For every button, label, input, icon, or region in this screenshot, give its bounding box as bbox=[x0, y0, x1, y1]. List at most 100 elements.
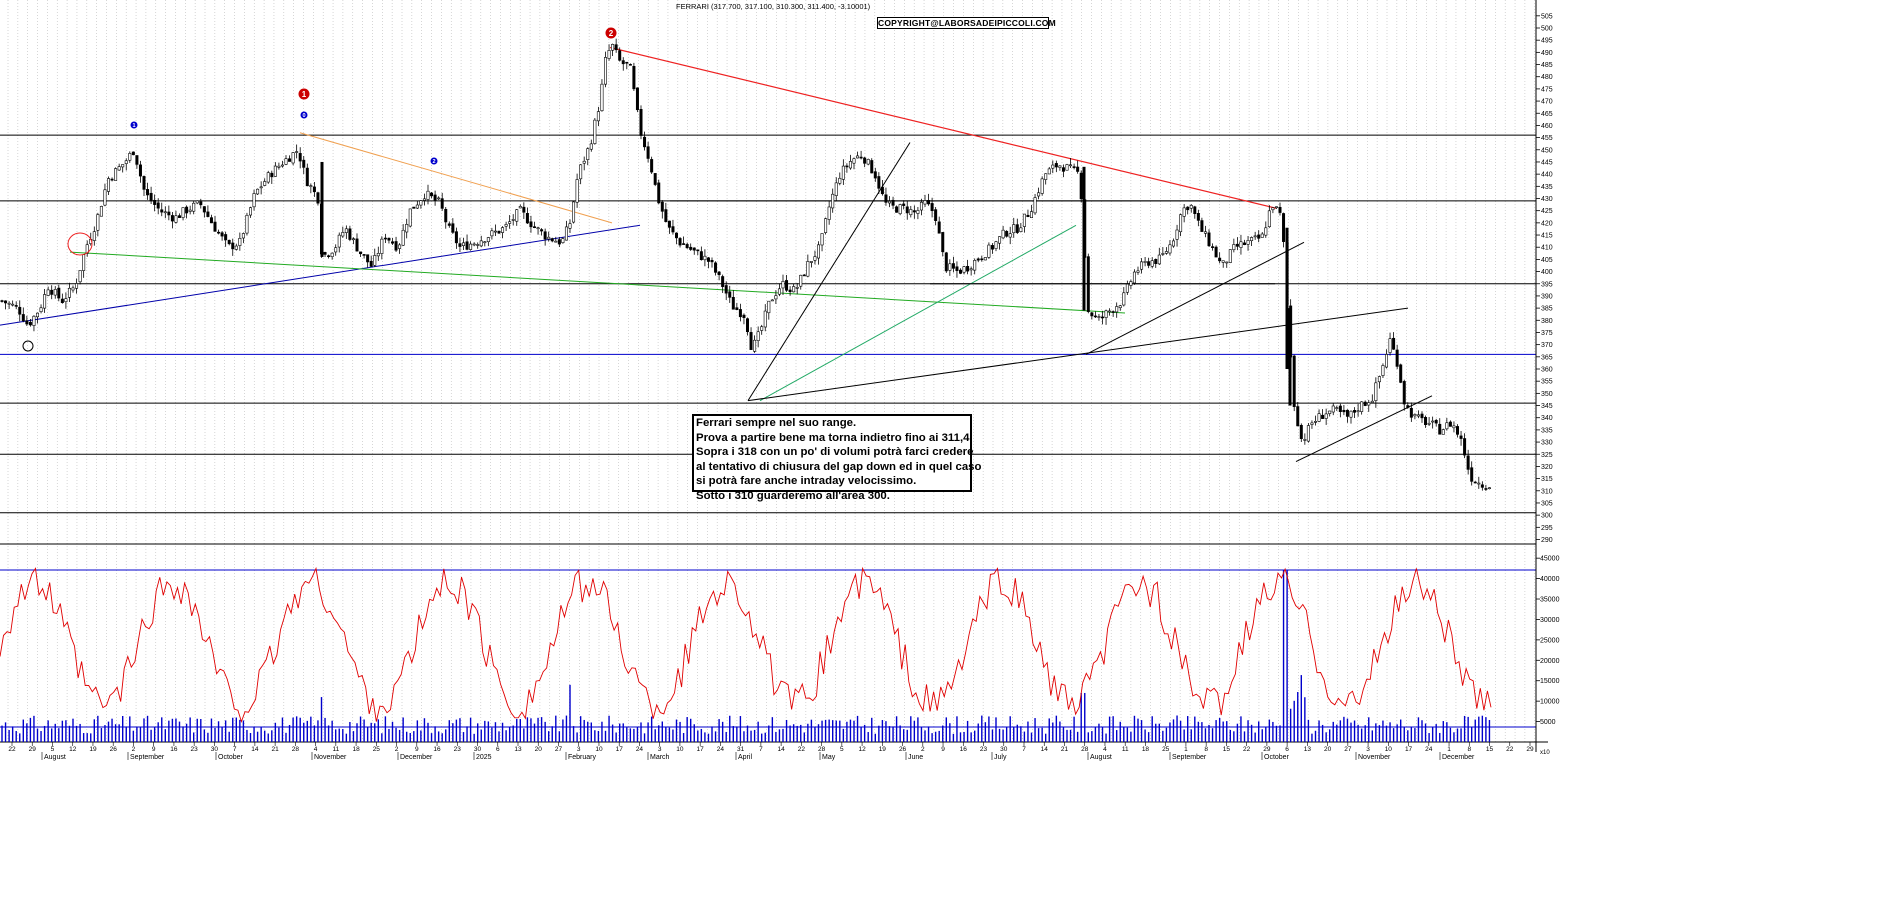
candle-body bbox=[1257, 234, 1261, 239]
candle-body bbox=[1487, 487, 1491, 490]
candle-body bbox=[454, 231, 458, 244]
volume-tick-label: 25000 bbox=[1540, 637, 1560, 644]
candle-body bbox=[1253, 235, 1257, 238]
day-tick-label: 7 bbox=[233, 746, 237, 753]
candle-body bbox=[1047, 168, 1051, 175]
candle-body bbox=[1441, 429, 1445, 435]
price-tick-label: 450 bbox=[1541, 147, 1553, 154]
candle-body bbox=[1235, 243, 1239, 247]
candle-body bbox=[579, 164, 583, 180]
price-tick-label: 350 bbox=[1541, 391, 1553, 398]
day-tick-label: 23 bbox=[980, 746, 988, 753]
candle-body bbox=[1136, 270, 1140, 273]
candle-body bbox=[1424, 416, 1428, 426]
price-tick-label: 360 bbox=[1541, 367, 1553, 374]
price-tick-label: 390 bbox=[1541, 293, 1553, 300]
candle-body bbox=[1182, 207, 1186, 217]
candle-body bbox=[1480, 484, 1484, 488]
candle-body bbox=[444, 208, 448, 223]
candle-body bbox=[1115, 306, 1119, 313]
price-tick-label: 340 bbox=[1541, 415, 1553, 422]
candle-body bbox=[1015, 224, 1019, 233]
day-tick-label: 30 bbox=[474, 746, 482, 753]
candle-body bbox=[490, 230, 494, 237]
candle-body bbox=[735, 307, 739, 310]
candle-body bbox=[586, 148, 590, 160]
month-label: August bbox=[44, 754, 66, 761]
day-tick-label: 17 bbox=[697, 746, 705, 753]
candle-body bbox=[1147, 261, 1151, 266]
candle-body bbox=[1221, 260, 1225, 263]
month-label: November bbox=[1358, 754, 1391, 761]
candle-body bbox=[976, 258, 980, 261]
candle-body bbox=[39, 307, 43, 313]
candle-body bbox=[912, 210, 916, 213]
candle-body bbox=[405, 223, 409, 233]
candle-body bbox=[646, 146, 650, 159]
candle-body bbox=[870, 160, 874, 174]
candle-body bbox=[1005, 230, 1009, 237]
candle-body bbox=[270, 172, 274, 178]
candle-body bbox=[884, 194, 888, 203]
candle-body bbox=[525, 213, 529, 224]
candle-body bbox=[1022, 213, 1026, 227]
candle-body bbox=[696, 249, 700, 252]
day-tick-label: 16 bbox=[960, 746, 968, 753]
wave-marker-label: 0 bbox=[302, 113, 305, 119]
candle-body bbox=[515, 209, 519, 222]
candle-body bbox=[316, 192, 320, 204]
candle-body bbox=[866, 159, 870, 165]
candle-body bbox=[249, 207, 253, 216]
day-tick-label: 15 bbox=[1223, 746, 1231, 753]
day-tick-label: 17 bbox=[1405, 746, 1413, 753]
price-tick-label: 500 bbox=[1541, 26, 1553, 33]
candle-body bbox=[476, 244, 480, 246]
price-tick-label: 415 bbox=[1541, 233, 1553, 240]
day-tick-label: 23 bbox=[454, 746, 462, 753]
day-tick-label: 10 bbox=[676, 746, 684, 753]
candle-body bbox=[121, 164, 125, 168]
candle-body bbox=[1225, 261, 1229, 264]
candle-body bbox=[483, 241, 487, 244]
candle-body bbox=[373, 255, 377, 266]
candle-body bbox=[674, 232, 678, 239]
candle-body bbox=[71, 287, 75, 291]
wave-marker bbox=[430, 157, 438, 165]
day-tick-label: 17 bbox=[616, 746, 624, 753]
candle-body bbox=[1388, 338, 1392, 353]
candle-body bbox=[1168, 244, 1172, 254]
candle-body bbox=[1125, 283, 1129, 293]
candle-body bbox=[1179, 214, 1183, 233]
candle-body bbox=[501, 227, 505, 233]
candle-body bbox=[1363, 401, 1367, 406]
day-tick-label: 10 bbox=[1385, 746, 1393, 753]
candle-body bbox=[107, 178, 111, 192]
candle-body bbox=[75, 283, 79, 289]
candle-body bbox=[1274, 206, 1278, 209]
candle-body bbox=[46, 289, 50, 296]
candle-body bbox=[572, 201, 576, 223]
candle-body bbox=[1054, 163, 1058, 168]
candle-body bbox=[998, 236, 1002, 244]
price-tick-label: 395 bbox=[1541, 281, 1553, 288]
candle-body bbox=[461, 242, 465, 246]
candle-body bbox=[1157, 254, 1161, 265]
candle-body bbox=[1211, 246, 1215, 248]
day-tick-label: 6 bbox=[496, 746, 500, 753]
candle-body bbox=[671, 226, 675, 233]
candle-body bbox=[327, 255, 331, 257]
price-tick-label: 315 bbox=[1541, 476, 1553, 483]
candle-body bbox=[760, 326, 764, 331]
candle-body bbox=[426, 190, 430, 200]
candle-body bbox=[710, 260, 714, 263]
price-tick-label: 425 bbox=[1541, 208, 1553, 215]
candle-body bbox=[231, 242, 235, 250]
trend-line-orange bbox=[299, 132, 613, 224]
volume-tick-label: 5000 bbox=[1540, 719, 1556, 726]
candle-body bbox=[220, 232, 224, 237]
candle-body bbox=[383, 237, 387, 240]
wave-marker bbox=[298, 88, 310, 100]
candle-body bbox=[110, 178, 114, 181]
day-tick-label: 22 bbox=[798, 746, 806, 753]
candle-body bbox=[1413, 414, 1417, 417]
